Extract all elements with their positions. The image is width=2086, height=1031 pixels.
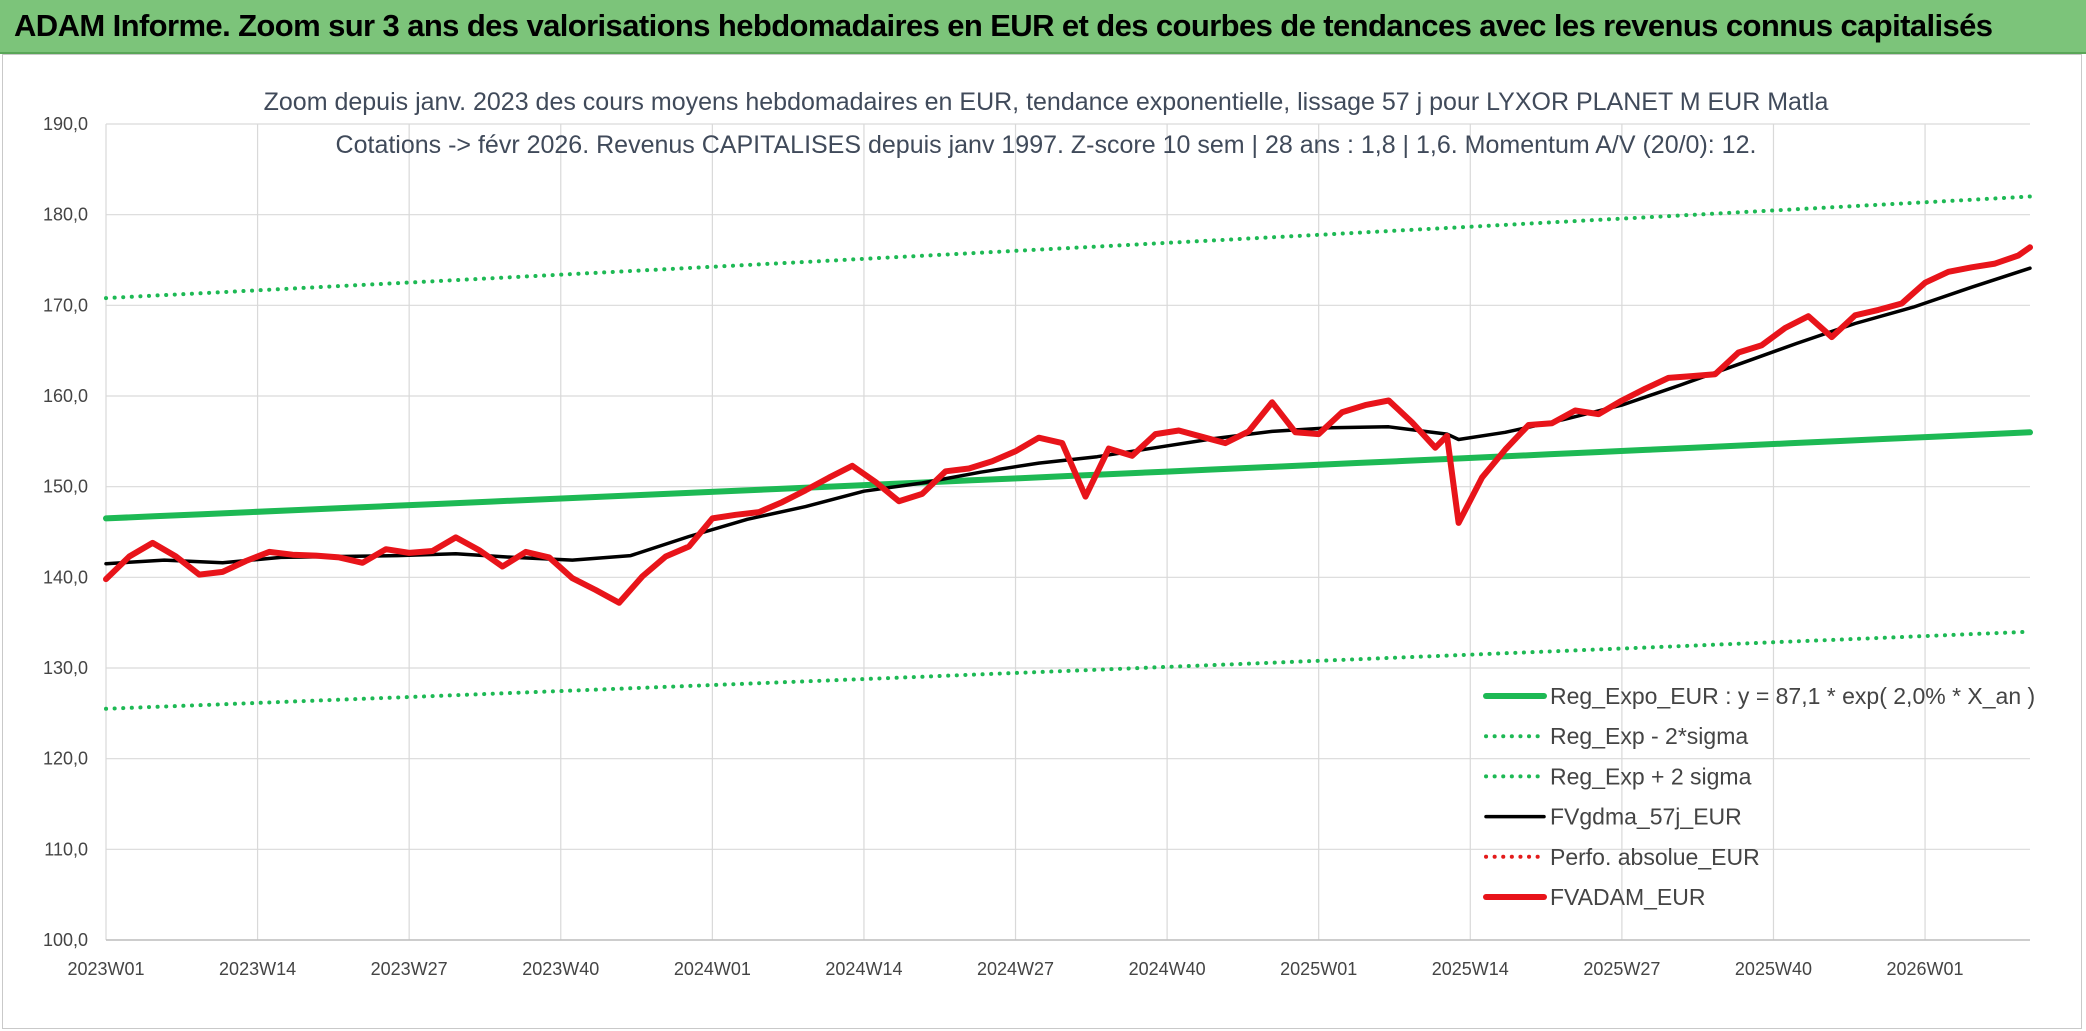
- x-tick-label: 2024W27: [977, 959, 1054, 979]
- y-tick-label: 140,0: [43, 567, 88, 587]
- legend-label: Reg_Exp + 2 sigma: [1550, 763, 1752, 789]
- y-tick-label: 120,0: [43, 749, 88, 769]
- x-tick-label: 2024W14: [825, 959, 902, 979]
- legend-label: Reg_Exp - 2*sigma: [1550, 723, 1748, 749]
- series-line-0: [103, 429, 2033, 522]
- x-tick-label: 2026W01: [1887, 959, 1964, 979]
- x-tick-label: 2023W27: [371, 959, 448, 979]
- y-tick-label: 170,0: [43, 295, 88, 315]
- x-tick-label: 2023W14: [219, 959, 296, 979]
- y-tick-label: 130,0: [43, 658, 88, 678]
- x-tick-label: 2025W14: [1432, 959, 1509, 979]
- y-tick-label: 190,0: [43, 114, 88, 134]
- series-line-2: [104, 194, 2032, 301]
- x-tick-label: 2025W27: [1583, 959, 1660, 979]
- x-tick-label: 2024W01: [674, 959, 751, 979]
- y-axis-labels: 100,0 110,0 120,0 130,0 140,0 150,0 160,0 170,0…: [43, 114, 88, 950]
- chart-legend: Reg_Expo_EUR : y = 87,1 * exp( 2,0% * X_…: [1483, 683, 2035, 910]
- series-line-5: [103, 244, 2033, 606]
- series-line-3: [104, 266, 2032, 566]
- x-tick-label: 2025W01: [1280, 959, 1357, 979]
- y-tick-label: 160,0: [43, 386, 88, 406]
- report-banner: ADAM Informe. Zoom sur 3 ans des valoris…: [0, 0, 2086, 54]
- x-tick-label: 2023W40: [522, 959, 599, 979]
- chart-frame: [2, 54, 2082, 1029]
- x-tick-label: 2024W40: [1129, 959, 1206, 979]
- legend-label: FVADAM_EUR: [1550, 884, 1706, 910]
- y-tick-label: 180,0: [43, 205, 88, 225]
- legend-label: Perfo. absolue_EUR: [1550, 844, 1760, 870]
- legend-label: FVgdma_57j_EUR: [1550, 804, 1742, 830]
- report-title: ADAM Informe. Zoom sur 3 ans des valoris…: [14, 8, 1993, 43]
- chart-grid: [105, 123, 2030, 941]
- x-tick-label: 2023W01: [67, 959, 144, 979]
- y-tick-label: 100,0: [43, 930, 88, 950]
- x-axis-labels: 2023W01 2023W14 2023W27 2023W40 2024W01 2024W…: [67, 959, 1963, 979]
- y-tick-label: 110,0: [44, 839, 88, 859]
- legend-label: Reg_Expo_EUR : y = 87,1 * exp( 2,0% * X_…: [1550, 683, 2035, 709]
- y-tick-label: 150,0: [43, 477, 88, 497]
- x-tick-label: 2025W40: [1735, 959, 1812, 979]
- series-line-1: [104, 629, 2032, 711]
- chart-title: Zoom depuis janv. 2023 des cours moyens …: [264, 88, 1829, 116]
- chart-subtitle: Cotations -> févr 2026. Revenus CAPITALI…: [336, 131, 1757, 159]
- series-layer: [103, 194, 2033, 711]
